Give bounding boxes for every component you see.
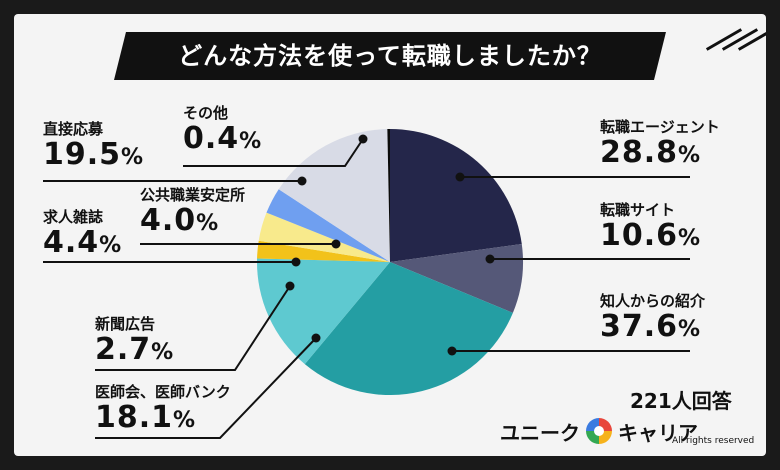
label-hellowork-value: 4.0 (140, 203, 197, 238)
leader-dot-referral (447, 346, 457, 356)
chart-title: どんな方法を使って転職しましたか？ (178, 42, 602, 70)
label-jobsite-value: 10.6 (600, 218, 679, 253)
pie-slice-other (387, 129, 390, 262)
label-jobsite: 転職サイト 10.6% (600, 201, 701, 256)
label-referral: 知人からの紹介 37.6% (600, 292, 705, 347)
label-hellowork-unit: % (196, 211, 220, 236)
label-magazine-unit: % (99, 233, 123, 258)
pie-slice-agent (390, 129, 522, 262)
label-newspaper-name: 新聞広告 (95, 315, 156, 333)
leader-dot-direct (297, 176, 307, 186)
label-agent-unit: % (678, 143, 702, 168)
label-hellowork-name: 公共職業安定所 (140, 186, 246, 204)
copyright-notice: All rights reserved (672, 436, 755, 446)
brand-logo: ユニーク キャリア (500, 414, 698, 448)
leader-line-medical-assoc (95, 337, 317, 439)
leader-dot-agent (455, 172, 465, 182)
label-direct: 直接応募 19.5% (43, 120, 144, 175)
label-other: その他 0.4% (183, 104, 262, 159)
label-agent-value: 28.8 (600, 135, 679, 170)
respondent-count: 221人回答 (630, 389, 732, 413)
label-newspaper: 新聞広告 2.7% (95, 315, 174, 370)
label-referral-name: 知人からの紹介 (600, 292, 706, 310)
label-jobsite-unit: % (678, 226, 702, 251)
leader-dot-newspaper (285, 281, 295, 291)
label-direct-value: 19.5 (43, 137, 122, 172)
label-other-value: 0.4 (183, 121, 240, 156)
label-referral-value: 37.6 (600, 309, 679, 344)
pie-slice-hellowork (266, 189, 390, 262)
brand-mark-icon (586, 418, 612, 444)
pie-slice-newspaper (257, 240, 390, 262)
label-agent: 転職エージェント 28.8% (600, 118, 720, 173)
leader-dot-magazine (291, 257, 301, 267)
label-direct-unit: % (121, 145, 145, 170)
label-medical-assoc-unit: % (173, 408, 197, 433)
label-agent-name: 転職エージェント (600, 118, 720, 136)
pie-slice-referral (304, 262, 513, 396)
brand-logo-right: キャリア (618, 420, 698, 445)
label-other-unit: % (239, 129, 263, 154)
label-magazine-value: 4.4 (43, 225, 100, 260)
label-newspaper-value: 2.7 (95, 332, 152, 367)
label-medical-assoc: 医師会、医師バンク 18.1% (95, 383, 231, 438)
leader-dot-hellowork (331, 239, 341, 249)
label-direct-name: 直接応募 (43, 120, 104, 138)
label-magazine-name: 求人雑誌 (43, 208, 104, 226)
leader-dot-jobsite (485, 254, 495, 264)
leader-dot-medical-assoc (311, 333, 321, 343)
leader-line-newspaper (95, 285, 291, 371)
label-other-name: その他 (183, 104, 229, 122)
label-medical-assoc-name: 医師会、医師バンク (95, 383, 231, 401)
label-jobsite-name: 転職サイト (600, 201, 676, 219)
label-referral-unit: % (678, 317, 702, 342)
pie-slice-direct (278, 129, 390, 262)
brand-logo-left: ユニーク (500, 420, 580, 445)
pie-slice-magazine (258, 212, 390, 262)
label-hellowork: 公共職業安定所 4.0% (140, 186, 245, 241)
label-magazine: 求人雑誌 4.4% (43, 208, 122, 263)
label-newspaper-unit: % (151, 340, 175, 365)
leader-dot-other (358, 134, 368, 144)
leader-line-other (183, 138, 364, 167)
label-medical-assoc-value: 18.1 (95, 400, 174, 435)
